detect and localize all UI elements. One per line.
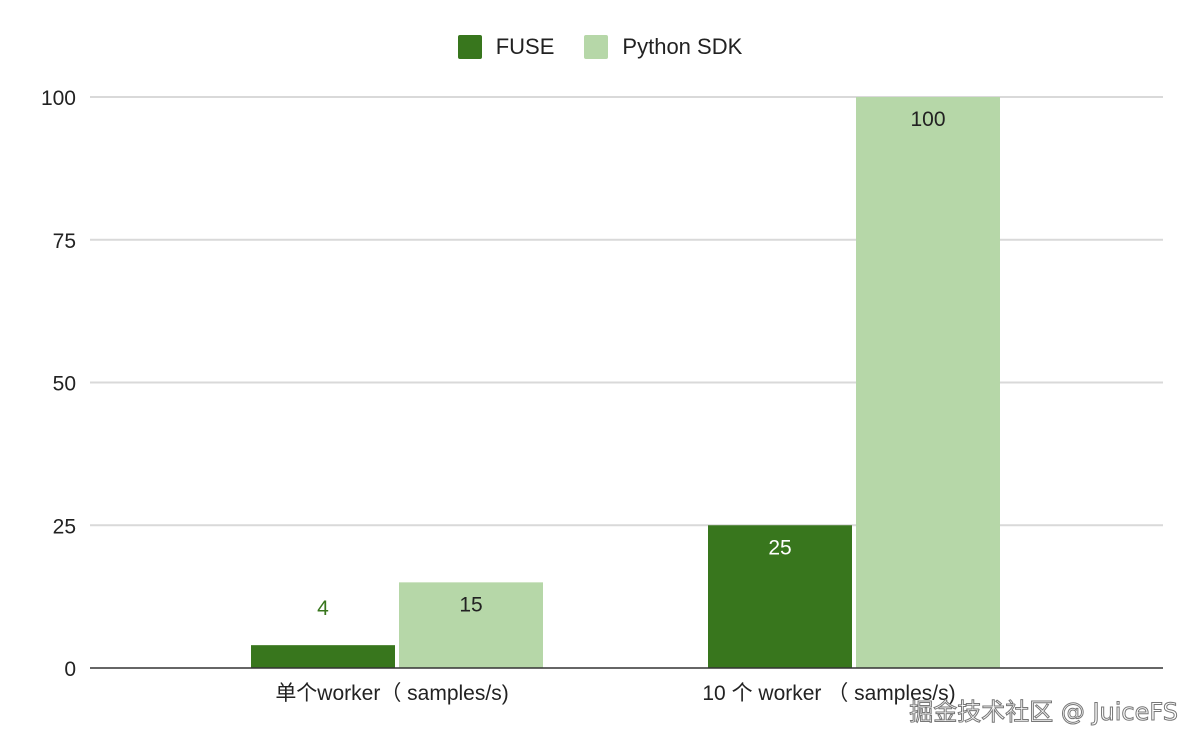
legend-swatch-python-sdk <box>584 35 609 59</box>
watermark: 掘金技术社区 @ JuiceFS <box>909 698 1179 727</box>
legend-item-python-sdk: Python SDK <box>584 34 742 60</box>
y-tick-label: 100 <box>41 87 76 110</box>
y-tick-label: 0 <box>64 658 76 681</box>
data-label: 4 <box>317 597 329 620</box>
bar-python-sdk <box>856 97 1000 668</box>
y-tick-label: 50 <box>53 373 76 396</box>
data-label: 25 <box>768 536 791 559</box>
bar-python-sdk <box>399 582 543 668</box>
legend-label: Python SDK <box>622 34 743 59</box>
bar-fuse <box>251 645 395 668</box>
legend-label: FUSE <box>495 34 555 59</box>
legend-swatch-fuse <box>457 35 482 59</box>
x-tick-label: 10 个 worker （ samples/s) <box>702 682 955 705</box>
y-tick-label: 25 <box>53 515 76 538</box>
legend: FUSE Python SDK <box>0 34 1200 60</box>
x-tick-label: 单个worker（ samples/s) <box>275 682 508 705</box>
legend-item-fuse: FUSE <box>457 34 555 60</box>
data-label: 100 <box>910 108 945 131</box>
data-label: 15 <box>459 593 482 616</box>
bar-fuse <box>708 525 852 668</box>
y-tick-label: 75 <box>53 230 76 253</box>
